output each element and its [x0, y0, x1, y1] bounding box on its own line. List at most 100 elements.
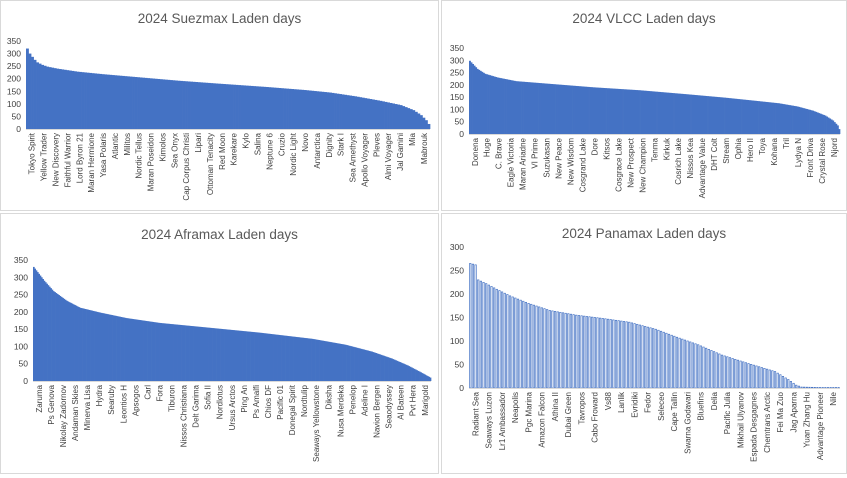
- bar: [235, 330, 238, 381]
- bar: [392, 359, 395, 381]
- bar: [472, 63, 474, 134]
- bar: [291, 89, 294, 129]
- bar: [314, 339, 316, 381]
- bar: [705, 95, 708, 134]
- bar: [522, 300, 525, 389]
- bar: [281, 88, 284, 129]
- bar: [385, 356, 388, 381]
- bar: [654, 328, 657, 389]
- bar: [668, 92, 671, 134]
- x-tick-label: Yuan Zhang Hu: [803, 392, 812, 448]
- bar: [58, 294, 60, 381]
- bar: [798, 106, 801, 134]
- bar: [238, 85, 241, 129]
- bar: [665, 332, 668, 389]
- bar-series: [469, 263, 840, 389]
- bar: [577, 315, 580, 389]
- bar: [470, 62, 473, 135]
- bar: [407, 108, 411, 129]
- x-tick-label: Dubai Green: [564, 392, 573, 437]
- bar: [327, 341, 330, 381]
- bar: [826, 116, 828, 134]
- bar: [626, 89, 629, 134]
- bar: [245, 331, 247, 381]
- bar: [151, 321, 153, 381]
- x-tick-label: Chemtrans Arctic: [763, 392, 772, 453]
- x-tick-label: Cosgrand Lake: [578, 137, 587, 192]
- bar: [771, 102, 774, 134]
- bar: [600, 87, 603, 134]
- bar: [33, 59, 37, 129]
- bar: [139, 320, 141, 381]
- bar: [526, 82, 529, 134]
- x-tick-label: Lanlik: [617, 391, 626, 413]
- x-tick-label: New Champion: [638, 138, 647, 193]
- bar: [395, 360, 397, 381]
- bar: [173, 324, 176, 381]
- bar: [274, 334, 277, 381]
- bar: [322, 340, 324, 381]
- bar: [598, 87, 601, 134]
- bar: [420, 372, 423, 381]
- bar: [487, 284, 490, 389]
- bar: [530, 82, 533, 134]
- bar: [564, 312, 567, 389]
- bar: [523, 81, 525, 134]
- x-tick-label: Pleves: [372, 133, 381, 157]
- bar: [580, 86, 583, 134]
- bar: [632, 89, 635, 134]
- bar: [159, 322, 161, 381]
- bar: [748, 100, 751, 134]
- bar: [329, 92, 332, 129]
- bar: [319, 340, 322, 381]
- bar: [115, 315, 117, 381]
- bar: [54, 292, 56, 381]
- y-tick-label: 0: [16, 124, 21, 134]
- bar: [484, 73, 487, 134]
- bar: [40, 277, 43, 381]
- bar: [572, 314, 575, 389]
- bar: [135, 319, 137, 381]
- bar: [273, 87, 277, 129]
- bar: [423, 373, 425, 381]
- bar: [358, 348, 360, 381]
- x-tick-label: Nissos Kea: [686, 137, 695, 178]
- bar: [266, 333, 269, 381]
- x-tick-label: Lydya N: [794, 138, 803, 167]
- bar: [637, 90, 640, 134]
- x-tick-label: Kimolos: [158, 133, 167, 161]
- bar: [659, 91, 662, 134]
- bar: [629, 89, 632, 134]
- bar: [212, 328, 214, 381]
- bar: [785, 104, 788, 134]
- bar: [720, 354, 724, 389]
- bar: [101, 74, 105, 129]
- bar: [201, 327, 204, 381]
- bar: [638, 324, 641, 389]
- bar: [311, 338, 314, 381]
- bar: [149, 321, 152, 381]
- bar: [807, 109, 810, 134]
- bar: [414, 111, 418, 129]
- x-tick-label: Delia: [710, 391, 719, 410]
- bar: [535, 82, 538, 134]
- bar: [617, 320, 620, 389]
- bar: [270, 334, 273, 381]
- x-tick-label: Seaways Yellowstone: [312, 384, 321, 461]
- bar: [66, 70, 70, 129]
- bar: [605, 88, 607, 134]
- bar: [344, 94, 348, 129]
- bar: [474, 264, 477, 389]
- bar: [254, 332, 257, 381]
- bar: [208, 327, 210, 381]
- bar: [826, 387, 830, 389]
- bar: [174, 324, 177, 381]
- bar: [91, 310, 94, 381]
- x-tick-label: Njord: [830, 138, 839, 157]
- bar: [139, 77, 143, 129]
- x-tick-label: Lipari: [194, 133, 203, 153]
- bar: [217, 83, 221, 129]
- bar: [169, 323, 172, 381]
- bar: [119, 316, 121, 381]
- bar: [575, 314, 578, 389]
